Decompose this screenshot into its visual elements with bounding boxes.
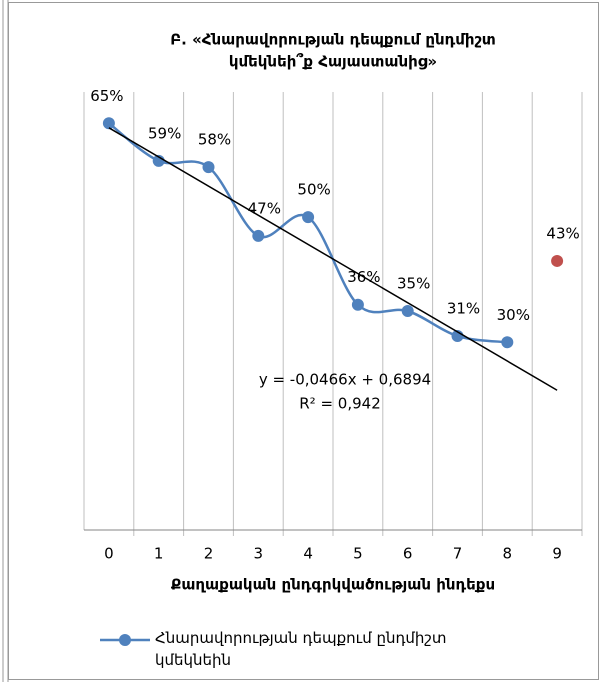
data-point xyxy=(102,117,115,130)
data-point xyxy=(252,229,265,242)
data-label: 47% xyxy=(248,199,281,217)
x-tick-label: 9 xyxy=(552,545,562,563)
trendline-r2: R² = 0,942 xyxy=(299,395,380,413)
legend-marker xyxy=(119,634,131,646)
data-point xyxy=(401,305,414,317)
data-point xyxy=(202,161,215,174)
data-point xyxy=(501,336,514,349)
data-label: 58% xyxy=(198,131,231,149)
x-tick-label: 4 xyxy=(303,545,313,563)
chart-title: Բ. «Հնարավորության դեպքում ընդմիշտ xyxy=(170,31,496,49)
frame xyxy=(8,2,599,680)
data-label: 59% xyxy=(148,124,181,142)
data-label: 35% xyxy=(397,275,430,293)
data-point xyxy=(551,254,564,267)
data-label: 30% xyxy=(497,306,530,324)
x-axis-title: Քաղաքական ընդգրկվածության ինդեքս xyxy=(171,576,495,594)
data-label: 65% xyxy=(90,87,123,105)
legend-label: Հնարավորության դեպքում ընդմիշտ կմեկնեին xyxy=(155,629,447,669)
data-point xyxy=(302,211,315,224)
data-point xyxy=(152,154,165,167)
x-tick-label: 8 xyxy=(503,545,513,563)
data-label: 50% xyxy=(297,181,330,199)
x-tick-label: 2 xyxy=(204,545,214,563)
x-tick-label: 6 xyxy=(403,545,413,563)
x-tick-label: 0 xyxy=(104,545,114,563)
trendline-equation: y = -0,0466x + 0,6894 xyxy=(259,371,431,389)
data-point xyxy=(351,298,364,311)
x-tick-label: 7 xyxy=(453,545,463,563)
data-label: 36% xyxy=(347,268,380,286)
chart-title: կմեկնեի՞ք Հայաստանից» xyxy=(229,53,437,71)
x-tick-label: 5 xyxy=(353,545,363,563)
x-tick-label: 1 xyxy=(154,545,164,563)
data-label: 43% xyxy=(546,224,579,242)
trendline xyxy=(108,127,558,391)
x-tick-label: 3 xyxy=(254,545,264,563)
data-label: 31% xyxy=(447,300,480,318)
